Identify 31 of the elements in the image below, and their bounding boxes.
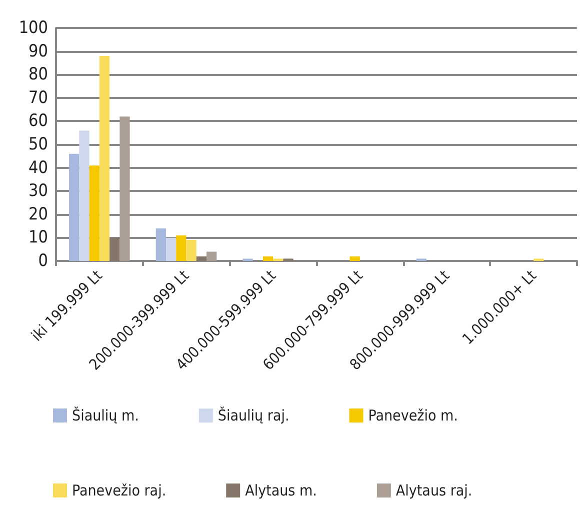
legend-label: Panevežio raj. [72, 482, 166, 500]
bar [120, 116, 130, 261]
bar [79, 130, 90, 261]
y-tick-label: 40 [28, 158, 48, 178]
bar [350, 256, 360, 261]
legend-label: Alytaus m. [245, 482, 317, 500]
bar [196, 256, 207, 261]
legend-label: Šiaulių raj. [218, 406, 290, 424]
legend-label: Šiaulių m. [72, 406, 139, 424]
y-tick-label: 20 [28, 204, 48, 224]
bar [166, 238, 176, 261]
y-tick-label: 70 [28, 88, 48, 108]
bar [156, 228, 166, 261]
y-tick-label: 90 [28, 41, 48, 62]
bar [99, 56, 110, 261]
y-tick-label: 60 [28, 111, 48, 132]
y-tick-label: 0 [38, 251, 48, 271]
bar [206, 252, 217, 261]
bar [186, 240, 196, 261]
bar [110, 238, 120, 261]
legend-label: Panevežio m. [368, 406, 458, 424]
y-tick-label: 80 [28, 64, 48, 85]
legend-label: Alytaus raj. [396, 482, 472, 500]
y-tick-label: 30 [28, 181, 48, 202]
y-tick-label: 50 [28, 134, 48, 154]
bar [69, 154, 80, 261]
bar [176, 235, 186, 261]
y-tick-label: 100 [18, 18, 48, 38]
bar [89, 165, 100, 261]
y-tick-label: 10 [28, 228, 48, 248]
bar [262, 256, 274, 261]
